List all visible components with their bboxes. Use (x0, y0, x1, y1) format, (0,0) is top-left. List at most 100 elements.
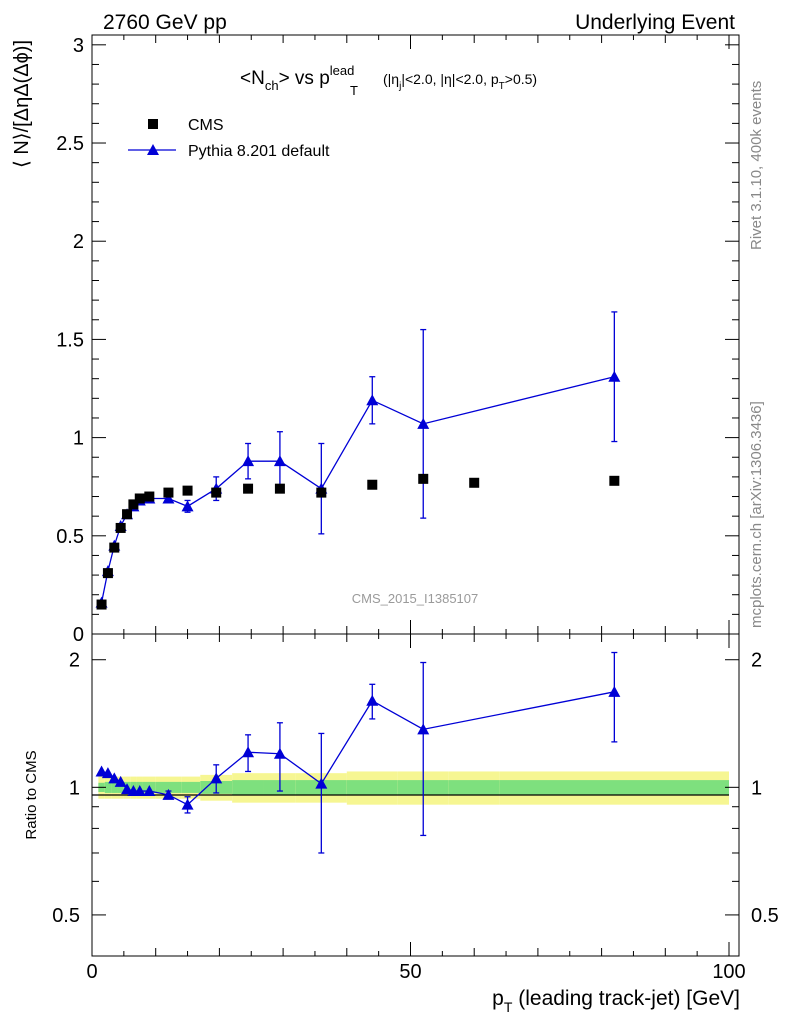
band-inner-bin (117, 781, 124, 793)
band-inner-bin (181, 781, 201, 793)
cms-point (115, 522, 126, 533)
ratio-panel: 0.5 0.5 1 1 2 2 Ratio to CMS (23, 633, 779, 957)
cms-point (134, 493, 145, 504)
band-inner-bin (448, 780, 500, 795)
x-tick-label: 100 (712, 961, 745, 983)
side-label-bottom: mcplots.cern.ch [arXiv:1306.3436] (748, 401, 765, 628)
x-axis-label-sub: T (504, 999, 513, 1015)
ratio-pythia-point (273, 747, 286, 759)
ratio-y-tick-label-left: 0.5 (52, 905, 80, 927)
x-axis-label-rest: (leading track-jet) [GeV] (512, 987, 740, 1010)
cms-point (274, 483, 285, 494)
ratio-pythia-point (162, 788, 175, 800)
title-vs: > vs p (279, 68, 330, 89)
title-cuts-t: T (499, 81, 505, 92)
pythia-point (608, 370, 621, 382)
main-data-layer (95, 311, 621, 610)
ratio-data-layer (95, 651, 621, 854)
ratio-pythia-point (366, 694, 379, 706)
pythia-point (417, 417, 430, 429)
ratio-y-tick-label-left: 1 (69, 777, 80, 799)
main-y-tick-label: 2 (73, 231, 84, 253)
cms-point (144, 491, 155, 502)
cms-point (182, 485, 193, 496)
header-left: 2760 GeV pp (103, 11, 227, 34)
band-inner-bin (232, 780, 264, 795)
x-axis-label: pT (leading track-jet) [GeV] (492, 987, 740, 1015)
x-tick-labels: 0 50 100 (86, 961, 745, 983)
cms-point (609, 475, 620, 486)
ratio-pythia-point (108, 772, 121, 784)
pythia-point (162, 492, 175, 504)
ratio-ticks (91, 634, 739, 956)
cms-point (316, 487, 327, 498)
cms-point (163, 487, 174, 498)
title-cuts-a: (|η (383, 71, 399, 87)
main-panel: 0 0.5 1 1.5 2 2.5 3 ⟨ N⟩/[ΔηΔ(Δϕ)] <Nch> vs pl… (11, 34, 740, 646)
cms-point (211, 487, 222, 498)
pythia-line (100, 376, 615, 603)
pythia-point (366, 394, 379, 406)
band-inner-bin (111, 781, 118, 793)
main-y-tick-labels: 0 0.5 1 1.5 2 2.5 3 (56, 35, 84, 646)
ratio-y-tick-label-right: 0.5 (751, 905, 779, 927)
cms-point (418, 473, 429, 484)
cms-point (102, 568, 113, 579)
ratio-pythia-point (143, 785, 156, 797)
cms-point (122, 509, 133, 520)
ratio-y-tick-label-left: 2 (69, 650, 80, 672)
ratio-pythia-point (101, 767, 114, 779)
legend-marker-pythia (147, 144, 159, 155)
ratio-pythia-point (133, 785, 146, 797)
title-cuts-j: j (398, 81, 401, 92)
cms-point (243, 483, 254, 494)
title-p-sup: lead (330, 63, 355, 78)
main-ticks (91, 35, 739, 635)
x-tick-label: 0 (86, 961, 97, 983)
legend-label-pythia: Pythia 8.201 default (188, 143, 330, 160)
title-nch: <N (240, 68, 265, 89)
x-axis-label-p: p (492, 987, 504, 1010)
main-y-tick-label: 1.5 (56, 329, 84, 351)
ratio-pythia-point (114, 775, 127, 787)
pythia-point (242, 455, 255, 467)
band-inner-bin (155, 781, 182, 793)
ratio-y-tick-label-right: 2 (751, 650, 762, 672)
title-nch-sub: ch (265, 78, 279, 93)
x-tick-label: 50 (399, 961, 421, 983)
ratio-pythia-point (417, 723, 430, 735)
cms-point (109, 542, 120, 553)
cms-point (367, 479, 378, 490)
ratio-y-tick-label-right: 1 (751, 777, 762, 799)
band-inner-bin (104, 781, 112, 793)
pythia-point (273, 455, 286, 467)
cms-point (128, 499, 139, 510)
cms-point (96, 599, 107, 610)
main-y-tick-label: 0 (73, 624, 84, 646)
plot-title: <Nch> vs plead T(|ηj|<2.0, |η|<2.0, pT>0.… (240, 63, 537, 98)
legend: CMS Pythia 8.201 default (128, 117, 330, 160)
side-label-top: Rivet 3.1.10, 400k events (748, 81, 765, 250)
main-y-tick-label: 0.5 (56, 526, 84, 548)
title-cuts-c: >0.5) (505, 71, 537, 87)
analysis-watermark: CMS_2015_I1385107 (352, 591, 479, 606)
title-p-sub: T (350, 83, 358, 98)
ratio-pythia-point (608, 685, 621, 697)
ratio-y-tick-labels: 0.5 0.5 1 1 2 2 (52, 650, 779, 927)
band-inner-bin (346, 780, 398, 795)
band-inner-bin (499, 780, 729, 795)
legend-marker-cms (148, 119, 158, 129)
legend-label-cms: CMS (188, 117, 224, 134)
ratio-y-axis-label: Ratio to CMS (23, 750, 40, 839)
main-y-tick-label: 1 (73, 428, 84, 450)
main-y-tick-label: 3 (73, 35, 84, 57)
title-cuts-b: |<2.0, |η|<2.0, p (401, 71, 499, 87)
main-y-tick-label: 2.5 (56, 133, 84, 155)
ratio-pythia-point (242, 746, 255, 758)
ratio-plot-frame (91, 633, 740, 957)
ratio-pythia-point (210, 772, 223, 784)
ratio-pythia-point (315, 777, 328, 789)
header-right: Underlying Event (575, 11, 735, 34)
pythia-point (181, 500, 194, 512)
